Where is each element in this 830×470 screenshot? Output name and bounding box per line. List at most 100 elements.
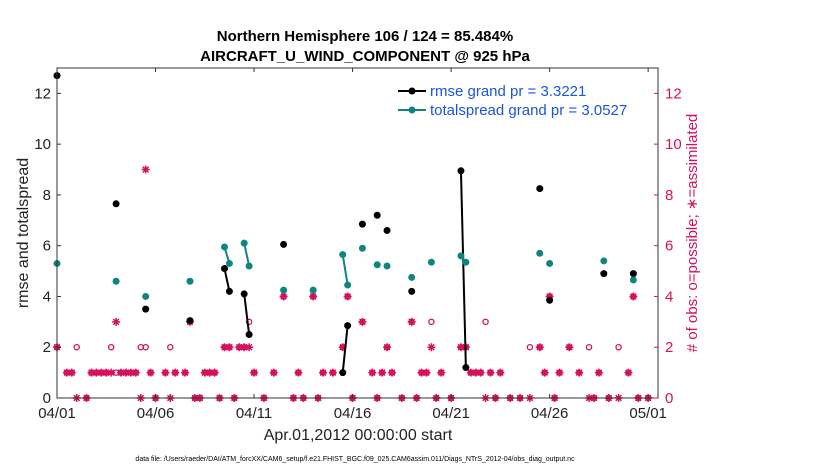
obs-assimilated-marker (87, 368, 96, 377)
obs-assimilated-marker (545, 292, 554, 301)
obs-assimilated-marker (575, 368, 584, 377)
obs-assimilated-marker (407, 317, 416, 326)
spread-point (142, 292, 150, 300)
obs-possible-marker (585, 343, 593, 351)
spread-point (629, 276, 637, 284)
obs-assimilated-marker (471, 368, 480, 377)
legend-spread-label: totalspread grand pr = 3.0527 (430, 102, 627, 119)
obs-assimilated-marker (319, 368, 328, 377)
y-tick-label-right: 6 (665, 238, 673, 255)
obs-assimilated-marker (225, 343, 234, 352)
obs-assimilated-marker (437, 368, 446, 377)
spread-point (344, 281, 352, 289)
rmse-point (225, 287, 233, 295)
spread-point (240, 239, 248, 247)
obs-assimilated-marker (146, 368, 155, 377)
chart-title-line1: Northern Hemisphere 106 / 124 = 85.484% (217, 28, 513, 45)
y-tick-label-right: 4 (665, 288, 673, 305)
y-tick-label-left: 2 (43, 339, 51, 356)
y-tick-label-right: 2 (665, 339, 673, 356)
obs-assimilated-marker (555, 368, 564, 377)
obs-assimilated-marker (171, 368, 180, 377)
rmse-point (245, 331, 253, 339)
y-tick-label-right: 10 (665, 136, 682, 153)
obs-assimilated-marker (112, 317, 121, 326)
obs-assimilated-marker (131, 368, 140, 377)
obs-assimilated-marker (250, 368, 259, 377)
obs-assimilated-marker (565, 343, 574, 352)
spread-line (341, 254, 349, 286)
obs-assimilated-marker (210, 368, 219, 377)
obs-assimilated-marker (97, 368, 106, 377)
obs-possible-marker (142, 343, 149, 351)
rmse-point (600, 270, 608, 278)
obs-assimilated-marker (476, 368, 485, 377)
x-tick-label: 04/21 (432, 405, 470, 422)
obs-possible-marker (245, 318, 253, 326)
obs-assimilated-marker (62, 368, 71, 377)
obs-assimilated-marker (294, 368, 303, 377)
y-tick-label-right: 12 (665, 85, 682, 102)
obs-assimilated-marker (309, 292, 318, 301)
spread-point (383, 262, 391, 270)
y-tick-label-left: 8 (43, 187, 51, 204)
obs-assimilated-marker (624, 368, 633, 377)
rmse-point (339, 369, 347, 377)
rmse-point (546, 296, 554, 304)
rmse-point (112, 200, 120, 208)
rmse-line (243, 293, 251, 335)
obs-assimilated-marker (279, 292, 288, 301)
obs-assimilated-marker (594, 368, 603, 377)
obs-assimilated-marker (422, 368, 431, 377)
obs-assimilated-marker (121, 368, 130, 377)
rmse-point (358, 220, 366, 228)
x-axis-label: Apr.01,2012 00:00:00 start (264, 427, 453, 444)
rmse-point (408, 287, 416, 295)
spread-point (373, 261, 381, 269)
obs-assimilated-marker (92, 368, 101, 377)
obs-assimilated-marker (181, 368, 190, 377)
obs-assimilated-marker (67, 368, 76, 377)
obs-possible-marker (73, 343, 80, 351)
plot-frame (56, 67, 659, 399)
obs-assimilated-marker (383, 343, 392, 352)
obs-possible-marker (107, 343, 115, 351)
rmse-line (459, 170, 467, 368)
obs-assimilated-marker (141, 165, 150, 174)
obs-assimilated-marker (343, 292, 352, 301)
legend: rmse grand pr = 3.3221 totalspread grand… (398, 83, 627, 119)
spread-point (536, 249, 544, 257)
data-file-footnote: data file: /Users/raeder/DAI/ATM_forcXX/… (135, 456, 575, 463)
y-tick-label-left: 4 (43, 288, 51, 305)
spread-point (457, 252, 465, 260)
rmse-point (220, 265, 228, 273)
obs-assimilated-marker (205, 368, 214, 377)
spread-point (225, 259, 233, 267)
rmse-point (142, 305, 150, 313)
x-tick-label: 04/06 (137, 405, 175, 422)
x-tick-label: 04/16 (334, 405, 372, 422)
obs-assimilated-marker (535, 343, 544, 352)
obs-assimilated-marker (427, 343, 436, 352)
rmse-line (223, 268, 231, 292)
obs-assimilated-marker (338, 343, 347, 352)
rmse-line (341, 325, 349, 373)
spread-point (339, 251, 347, 259)
obs-assimilated-marker (456, 343, 465, 352)
obs-assimilated-marker (107, 368, 116, 377)
obs-assimilated-marker (328, 368, 337, 377)
spread-point (462, 258, 470, 266)
obs-possible-marker (167, 343, 174, 351)
obs-assimilated-marker (240, 343, 249, 352)
spread-point (220, 243, 228, 251)
obs-assimilated-marker (496, 368, 505, 377)
spread-line (243, 242, 251, 267)
axes: 04/01 04/06 04/11 04/16 04/21 04/26 05/0102468… (34, 68, 682, 422)
obs-assimilated-marker (269, 368, 278, 377)
obs-assimilated-marker (466, 368, 475, 377)
spread-point (280, 286, 288, 294)
x-tick-label: 04/01 (38, 405, 76, 422)
chart-title-line2: AIRCRAFT_U_WIND_COMPONENT @ 925 hPa (200, 48, 530, 65)
